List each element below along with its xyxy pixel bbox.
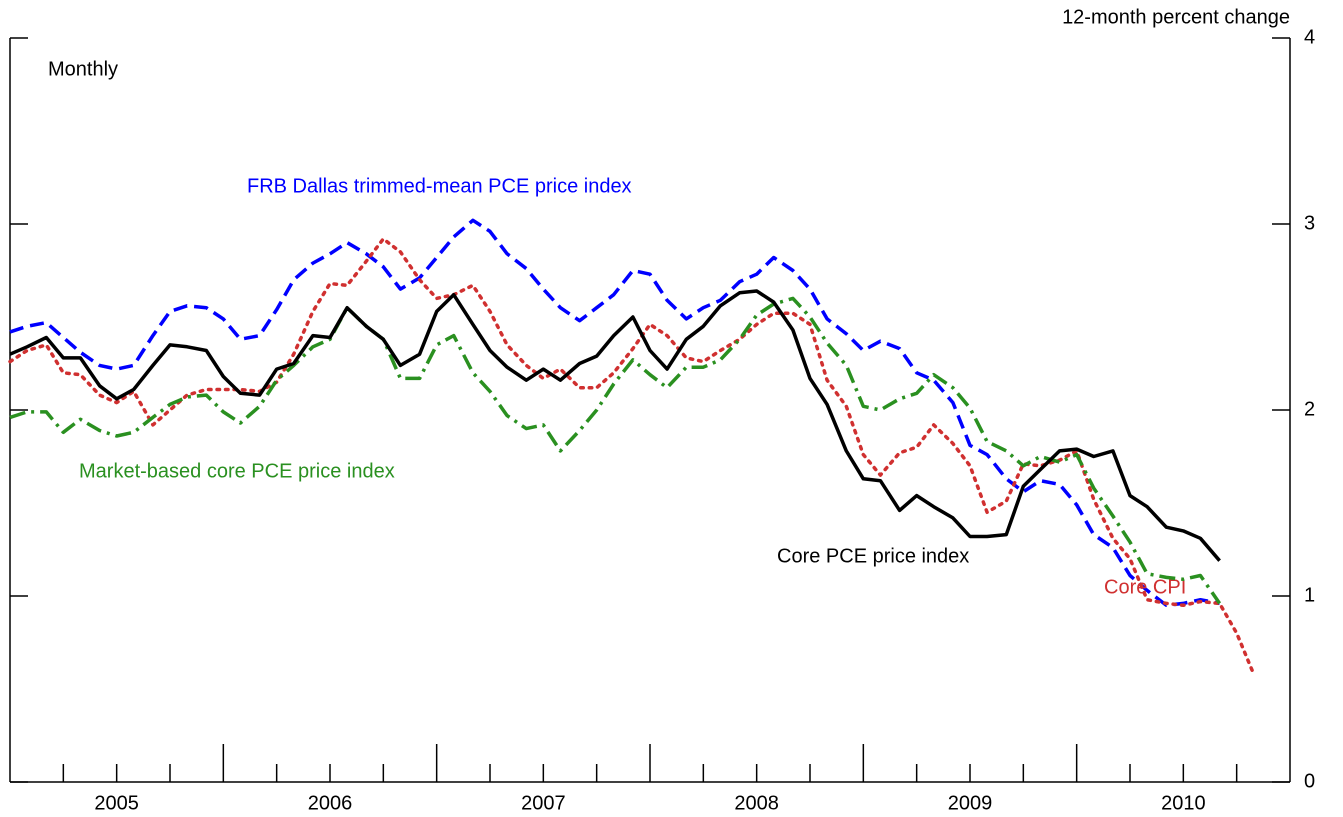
y-tick-label: 3 (1304, 212, 1315, 234)
series-label: FRB Dallas trimmed-mean PCE price index (247, 175, 632, 197)
subtitle: Monthly (48, 58, 118, 80)
series-label: Core CPI (1104, 576, 1186, 598)
y-axis-label: 12-month percent change (1062, 6, 1290, 28)
series-label: Core PCE price index (777, 545, 969, 567)
y-tick-label: 1 (1304, 584, 1315, 606)
series-line (9, 289, 1221, 562)
x-tick-label: 2007 (521, 792, 566, 814)
series-label: Market-based core PCE price index (79, 460, 395, 482)
series-line (8, 237, 1256, 676)
x-tick-label: 2010 (1161, 792, 1206, 814)
y-tick-label: 2 (1304, 398, 1315, 420)
y-tick-label: 0 (1304, 770, 1315, 792)
x-tick-label: 2005 (94, 792, 139, 814)
x-tick-label: 2008 (734, 792, 779, 814)
series-line (9, 296, 1222, 605)
x-tick-label: 2006 (308, 792, 353, 814)
x-tick-label: 2009 (948, 792, 993, 814)
y-tick-label: 4 (1304, 26, 1315, 48)
series-line (9, 218, 1220, 608)
